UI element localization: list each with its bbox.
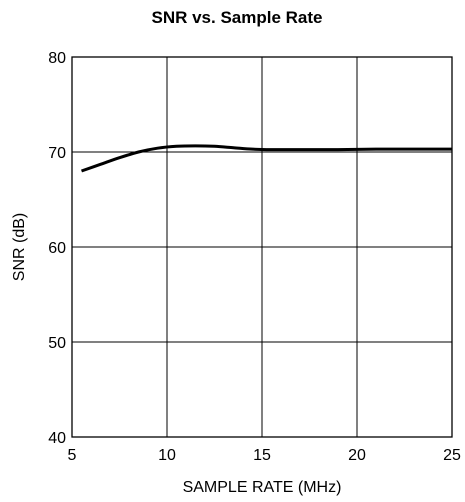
x-tick-labels: 5 10 15 20 25 xyxy=(68,447,461,464)
y-tick-label: 70 xyxy=(48,145,66,162)
y-axis-label: SNR (dB) xyxy=(11,213,28,281)
chart-title: SNR vs. Sample Rate xyxy=(151,8,322,27)
x-tick-label: 20 xyxy=(348,447,366,464)
y-tick-label: 40 xyxy=(48,430,66,447)
snr-series-line xyxy=(81,144,452,173)
x-tick-label: 5 xyxy=(68,447,77,464)
x-tick-label: 15 xyxy=(253,447,271,464)
y-tick-label: 50 xyxy=(48,335,66,352)
plot-frame xyxy=(71,56,453,438)
y-tick-label: 60 xyxy=(48,240,66,257)
series-layer xyxy=(81,144,452,173)
y-tick-label: 80 xyxy=(48,50,66,67)
y-tick-labels: 40 50 60 70 80 xyxy=(48,50,66,447)
x-axis-label: SAMPLE RATE (MHz) xyxy=(183,479,342,496)
x-tick-label: 10 xyxy=(158,447,176,464)
grid xyxy=(72,57,452,437)
x-tick-label: 25 xyxy=(443,447,461,464)
